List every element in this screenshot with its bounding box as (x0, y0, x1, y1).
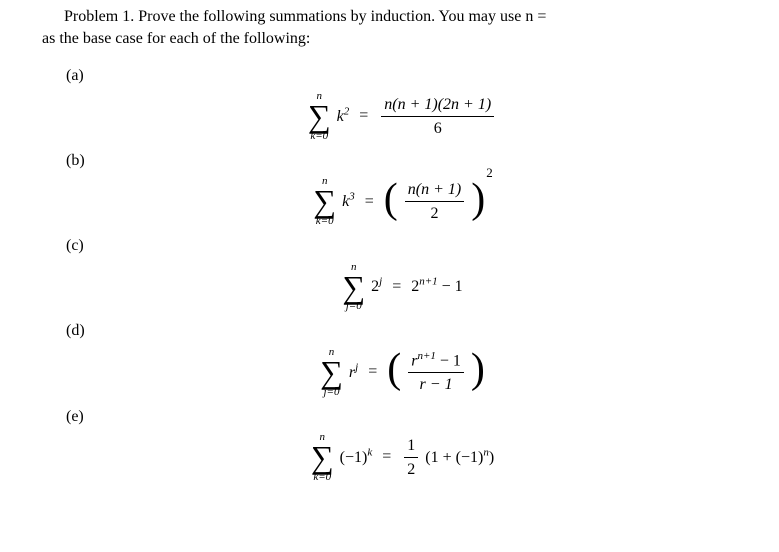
summand-c: 2j (371, 278, 382, 295)
rparen-d: ) (471, 352, 485, 388)
label-c: (c) (66, 235, 761, 257)
label-e: (e) (66, 406, 761, 428)
sigma-a: n ∑ k=0 (308, 91, 331, 142)
label-d: (d) (66, 320, 761, 342)
label-b: (b) (66, 150, 761, 172)
rhs-c: 2n+1 − 1 (411, 278, 462, 295)
summand-b: k3 (342, 193, 355, 210)
rparen-b: ) (471, 182, 485, 218)
sigma-d: n ∑ j=0 (320, 347, 343, 398)
equation-b: n ∑ k=0 k3 = ( n(n + 1) 2 )2 (42, 176, 761, 227)
rhs-e-paren: (1 + (−1)n) (425, 449, 494, 466)
intro-line-1: Problem 1. Prove the following summation… (64, 8, 546, 25)
equation-d: n ∑ j=0 rj = ( rn+1 − 1 r − 1 ) (42, 347, 761, 398)
rhs-a: n(n + 1)(2n + 1) 6 (381, 95, 494, 138)
summand-a: k2 (337, 108, 350, 125)
equation-a: n ∑ k=0 k2 = n(n + 1)(2n + 1) 6 (42, 91, 761, 142)
intro-line-2: as the base case for each of the followi… (42, 30, 310, 47)
equation-c: n ∑ j=0 2j = 2n+1 − 1 (42, 262, 761, 313)
equation-e: n ∑ k=0 (−1)k = 1 2 (1 + (−1)n) (42, 432, 761, 483)
sigma-b: n ∑ k=0 (313, 176, 336, 227)
summand-e: (−1)k (340, 449, 373, 466)
sigma-c: n ∑ j=0 (342, 262, 365, 313)
lparen-b: ( (384, 182, 398, 218)
rhs-e-frac: 1 2 (404, 436, 418, 479)
lparen-d: ( (387, 352, 401, 388)
outer-sup-b: 2 (486, 165, 493, 180)
label-a: (a) (66, 65, 761, 87)
summand-d: rj (349, 364, 358, 381)
rhs-b-frac: n(n + 1) 2 (405, 180, 464, 223)
sigma-e: n ∑ k=0 (311, 432, 334, 483)
rhs-d-frac: rn+1 − 1 r − 1 (408, 350, 464, 395)
problem-intro: Problem 1. Prove the following summation… (42, 6, 761, 51)
